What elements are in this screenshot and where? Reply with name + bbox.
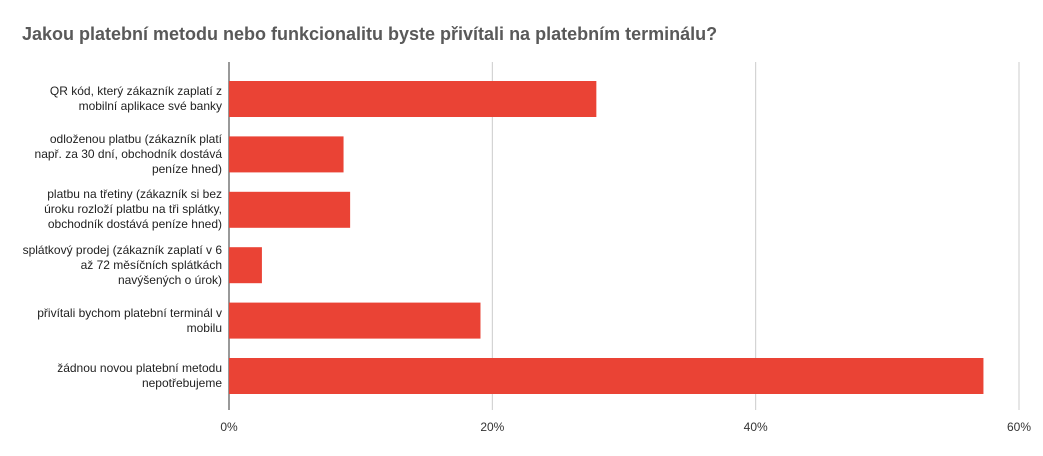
bar bbox=[229, 358, 984, 394]
bar bbox=[229, 247, 262, 284]
x-tick-label: 20% bbox=[480, 420, 504, 434]
x-tick-label: 40% bbox=[744, 420, 768, 434]
bar bbox=[229, 136, 344, 173]
y-tick-label: odloženou platbu (zákazník platí např. z… bbox=[34, 131, 222, 176]
bar bbox=[229, 81, 597, 117]
bar bbox=[229, 191, 351, 228]
y-tick-label: platbu na třetiny (zákazník si bez úroku… bbox=[44, 187, 222, 232]
chart-title: Jakou platební metodu nebo funkcionalitu… bbox=[22, 24, 717, 44]
y-tick-label: QR kód, který zákazník zaplatí z mobilní… bbox=[49, 84, 222, 113]
y-tick-label: splátkový prodej (zákazník zaplatí v 6 a… bbox=[22, 242, 222, 287]
y-tick-label: žádnou novou platební metodu nepotřebuje… bbox=[57, 361, 222, 390]
x-tick-label: 0% bbox=[220, 420, 238, 434]
bar bbox=[229, 302, 481, 339]
y-tick-label: přivítali bychom platební terminál v mob… bbox=[37, 305, 222, 335]
x-tick-label: 60% bbox=[1007, 420, 1031, 434]
